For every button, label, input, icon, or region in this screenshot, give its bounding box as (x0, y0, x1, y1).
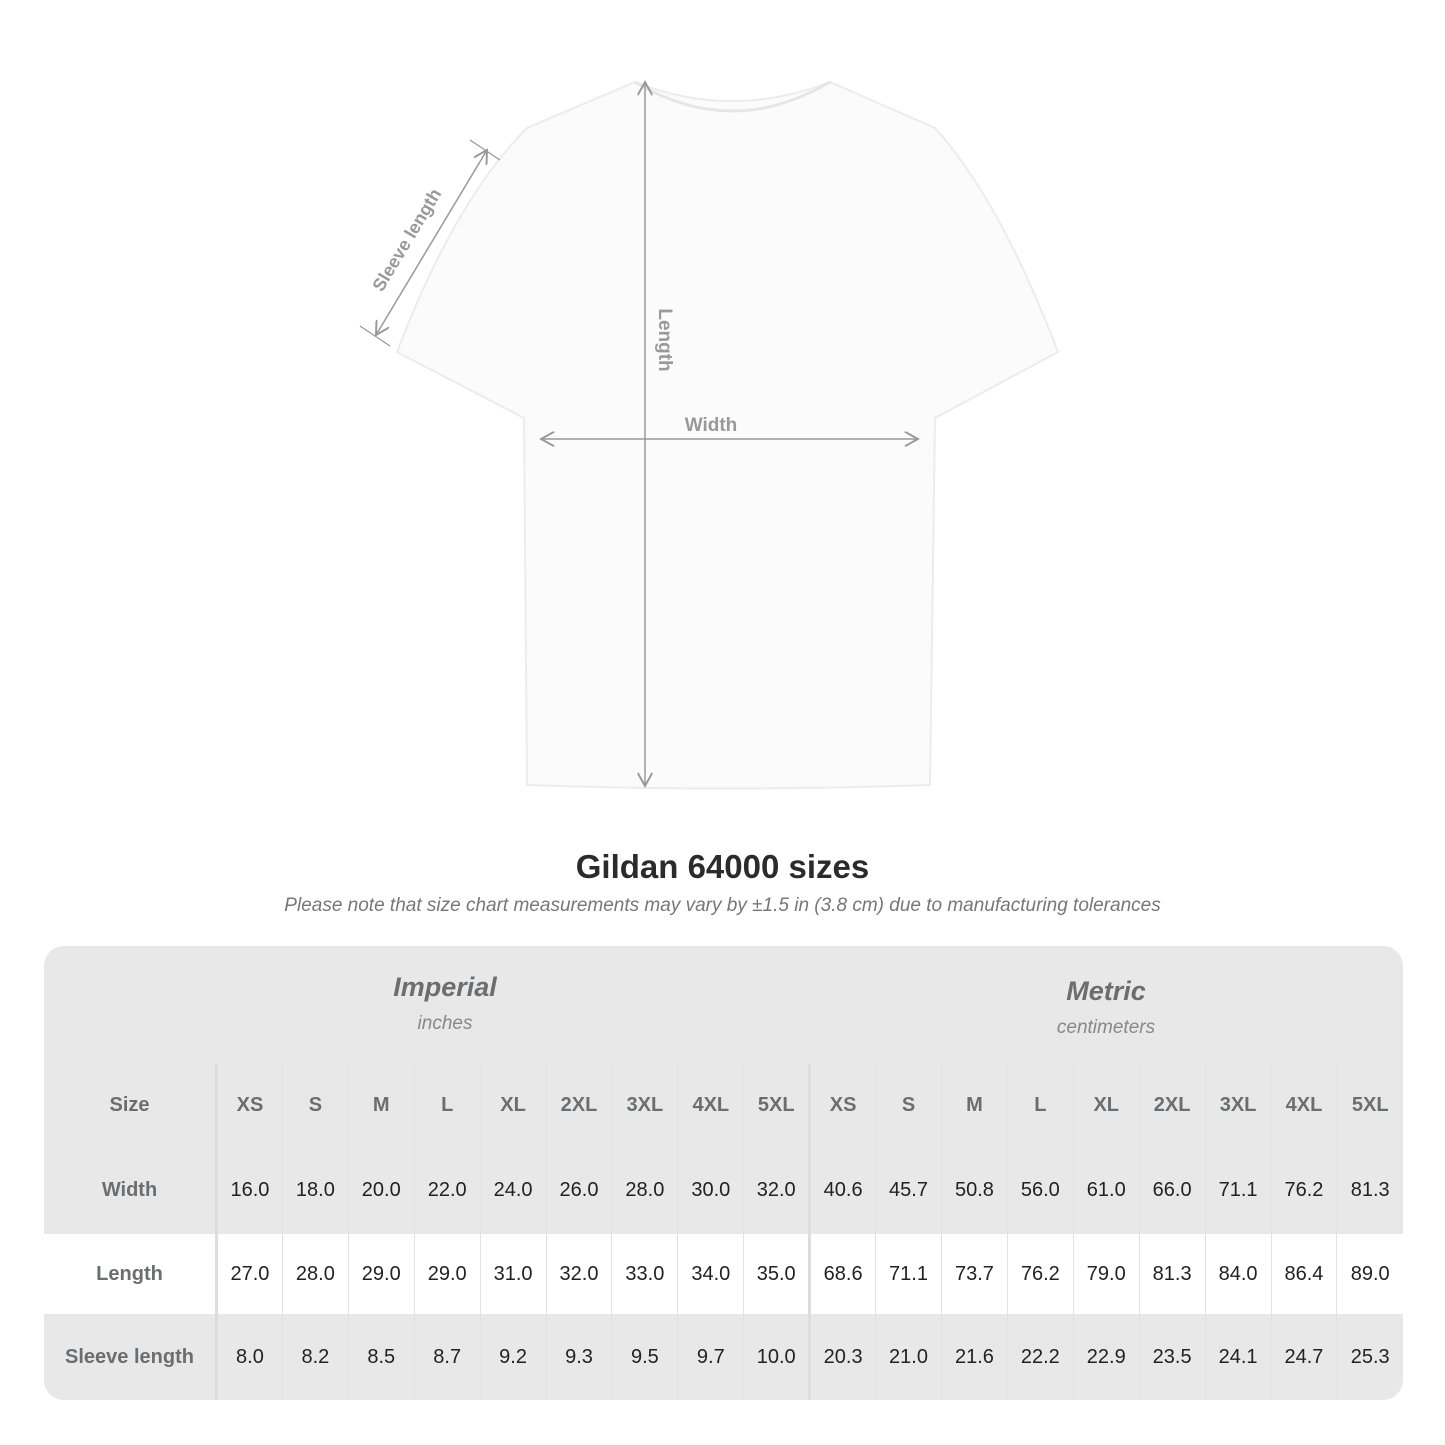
size-metric-m: M (940, 1064, 1008, 1146)
size-metric-3xl: 3XL (1204, 1064, 1271, 1146)
cell-imperial: 16.0 (216, 1146, 283, 1234)
size-table: Size XS S M L XL 2XL 3XL 4XL 5XL XS S M L XL 2XL 3XL 4XL 5… (44, 1064, 1403, 1400)
size-metric-l: L (1006, 1064, 1074, 1146)
size-metric-xs: XS (808, 1064, 876, 1146)
size-imperial-xs: XS (216, 1064, 283, 1146)
tshirt-collar (634, 80, 831, 113)
cell-metric: 40.6 (808, 1146, 876, 1234)
cell-imperial: 29.0 (347, 1234, 415, 1314)
cell-imperial: 28.0 (611, 1146, 678, 1234)
cell-imperial: 31.0 (479, 1234, 547, 1314)
cell-metric: 71.1 (1204, 1146, 1271, 1234)
tolerance-note: Please note that size chart measurements… (284, 895, 1161, 916)
cell-imperial: 8.5 (347, 1314, 415, 1400)
size-chart: Imperial inches Metric centimeters Size X… (44, 946, 1403, 1400)
cell-metric: 81.3 (1336, 1146, 1403, 1234)
row-label: Width (44, 1146, 218, 1234)
cell-metric: 61.0 (1072, 1146, 1140, 1234)
cell-imperial: 8.2 (281, 1314, 349, 1400)
cell-metric: 86.4 (1270, 1234, 1337, 1314)
size-imperial-xl: XL (479, 1064, 547, 1146)
cell-imperial: 28.0 (281, 1234, 349, 1314)
cell-metric: 56.0 (1006, 1146, 1074, 1234)
size-metric-5xl: 5XL (1336, 1064, 1403, 1146)
cell-metric: 68.6 (808, 1234, 876, 1314)
cell-imperial: 34.0 (677, 1234, 744, 1314)
imperial-title: Imperial (393, 972, 497, 1002)
cell-metric: 79.0 (1072, 1234, 1140, 1314)
cell-metric: 22.9 (1072, 1314, 1140, 1400)
size-imperial-5xl: 5XL (743, 1064, 810, 1146)
table-row: Width 16.0 18.0 20.0 22.0 24.0 26.0 28.0 30.0 32.… (44, 1146, 1403, 1234)
size-imperial-l: L (413, 1064, 481, 1146)
imperial-unit: inches (417, 1013, 473, 1034)
cell-metric: 81.3 (1138, 1234, 1206, 1314)
width-label: Width (685, 415, 738, 436)
cell-metric: 23.5 (1138, 1314, 1206, 1400)
row-label: Length (44, 1234, 218, 1314)
imperial-header: Imperial inches (215, 946, 675, 1090)
cell-metric: 71.1 (875, 1234, 942, 1314)
size-label: Size (44, 1064, 218, 1146)
cell-imperial: 22.0 (413, 1146, 481, 1234)
cell-imperial: 18.0 (281, 1146, 349, 1234)
table-row: Length 27.0 28.0 29.0 29.0 31.0 32.0 33.0 34.0 35… (44, 1234, 1403, 1314)
cell-metric: 73.7 (940, 1234, 1008, 1314)
size-metric-2xl: 2XL (1138, 1064, 1206, 1146)
cell-imperial: 9.2 (479, 1314, 547, 1400)
length-label: Length (654, 308, 675, 371)
size-imperial-2xl: 2XL (545, 1064, 612, 1146)
cell-imperial: 30.0 (677, 1146, 744, 1234)
cell-metric: 76.2 (1006, 1234, 1074, 1314)
cell-metric: 25.3 (1336, 1314, 1403, 1400)
cell-imperial: 32.0 (545, 1234, 612, 1314)
cell-metric: 76.2 (1270, 1146, 1337, 1234)
size-metric-xl: XL (1072, 1064, 1140, 1146)
size-metric-s: S (875, 1064, 942, 1146)
cell-imperial: 29.0 (413, 1234, 481, 1314)
cell-imperial: 35.0 (743, 1234, 810, 1314)
size-imperial-m: M (347, 1064, 415, 1146)
cell-imperial: 9.3 (545, 1314, 612, 1400)
cell-metric: 20.3 (808, 1314, 876, 1400)
cell-metric: 21.6 (940, 1314, 1008, 1400)
cell-imperial: 33.0 (611, 1234, 678, 1314)
table-row: Sleeve length 8.0 8.2 8.5 8.7 9.2 9.3 9.5 9.7 10.… (44, 1314, 1403, 1400)
cell-metric: 24.7 (1270, 1314, 1337, 1400)
cell-metric: 50.8 (940, 1146, 1008, 1234)
cell-imperial: 9.7 (677, 1314, 744, 1400)
metric-title: Metric (1066, 976, 1146, 1006)
metric-header: Metric centimeters (809, 946, 1403, 1094)
row-label: Sleeve length (44, 1314, 218, 1400)
tshirt-diagram: Width Length Sleeve length (359, 0, 1060, 790)
cell-imperial: 32.0 (743, 1146, 810, 1234)
cell-metric: 45.7 (875, 1146, 942, 1234)
size-imperial-s: S (281, 1064, 349, 1146)
cell-metric: 66.0 (1138, 1146, 1206, 1234)
cell-imperial: 8.7 (413, 1314, 481, 1400)
cell-imperial: 9.5 (611, 1314, 678, 1400)
sleeve-arrow (376, 150, 487, 335)
cell-imperial: 10.0 (743, 1314, 810, 1400)
size-metric-4xl: 4XL (1270, 1064, 1337, 1146)
cell-metric: 89.0 (1336, 1234, 1403, 1314)
cell-imperial: 24.0 (479, 1146, 547, 1234)
cell-metric: 22.2 (1006, 1314, 1074, 1400)
cell-imperial: 8.0 (216, 1314, 283, 1400)
cell-metric: 21.0 (875, 1314, 942, 1400)
cell-metric: 24.1 (1204, 1314, 1271, 1400)
cell-imperial: 20.0 (347, 1146, 415, 1234)
cell-imperial: 26.0 (545, 1146, 612, 1234)
size-imperial-4xl: 4XL (677, 1064, 744, 1146)
cell-imperial: 27.0 (216, 1234, 283, 1314)
size-header-row: Size XS S M L XL 2XL 3XL 4XL 5XL XS S M L XL 2XL 3XL 4XL 5… (44, 1064, 1403, 1146)
size-imperial-3xl: 3XL (611, 1064, 678, 1146)
page-title: Gildan 64000 sizes (575, 848, 870, 885)
metric-unit: centimeters (1056, 1017, 1156, 1038)
cell-metric: 84.0 (1204, 1234, 1271, 1314)
